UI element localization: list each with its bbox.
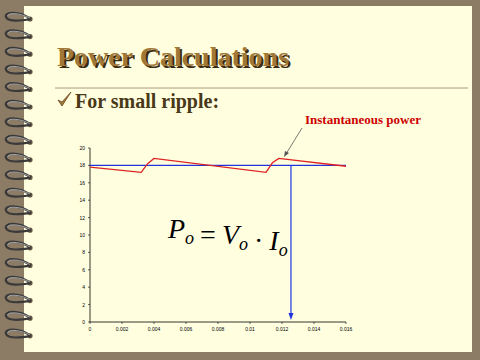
binding-ring-highlight [8, 84, 30, 88]
binding-ring-highlight [8, 49, 30, 53]
binding-ring-highlight [8, 207, 30, 211]
x-tick [346, 322, 347, 324]
binding-ring [6, 118, 31, 126]
binding-ring-highlight [8, 260, 30, 264]
x-tick-label: 0.01 [245, 326, 255, 332]
title: Power Calculations [57, 41, 289, 72]
annotation-arrow [286, 128, 302, 154]
y-tick-label: 14 [79, 197, 85, 203]
x-tick [90, 322, 91, 324]
binding-ring-highlight [8, 190, 30, 194]
y-tick [88, 217, 90, 218]
y-tick [88, 252, 90, 253]
binding-ring [6, 206, 31, 214]
x-tick-label: 0.012 [276, 326, 289, 332]
binding-ring [6, 101, 31, 109]
binding-ring [6, 48, 31, 56]
binding-ring-highlight [8, 330, 30, 334]
x-tick [218, 322, 219, 324]
pointer-arrowhead [288, 313, 293, 320]
y-tick-label: 8 [82, 249, 85, 255]
binding-ring-highlight [8, 295, 30, 299]
x-tick-label: 0.004 [148, 326, 161, 332]
x-tick [154, 322, 155, 324]
formula-subscript: o [279, 240, 288, 260]
x-tick-label: 0.014 [308, 326, 321, 332]
formula-part: = [200, 219, 216, 250]
y-tick-label: 2 [82, 302, 85, 308]
binding-ring [6, 259, 31, 267]
y-tick [88, 165, 90, 166]
binding-ring-highlight [8, 225, 30, 229]
y-tick-label: 16 [79, 180, 85, 186]
binding-ring [6, 13, 31, 21]
binding-ring-highlight [8, 278, 30, 282]
y-tick [88, 200, 90, 201]
binding-ring-highlight [8, 14, 30, 18]
formula-part: · [254, 225, 263, 256]
x-tick-label: 0.016 [340, 326, 353, 332]
binding-ring [6, 312, 31, 320]
x-tick-label: 0.006 [180, 326, 193, 332]
x-tick-label: 0.002 [116, 326, 129, 332]
y-tick [88, 269, 90, 270]
frame [0, 0, 480, 360]
x-tick [186, 322, 187, 324]
binding-ring-highlight [8, 242, 30, 246]
binding-ring-highlight [8, 154, 30, 158]
checkmark [58, 92, 71, 106]
x-tick-label: 0 [89, 326, 92, 332]
binding-ring [6, 171, 31, 179]
binding-ring [6, 242, 31, 250]
y-tick [88, 182, 90, 183]
binding-ring-highlight [8, 119, 30, 123]
y-tick [88, 287, 90, 288]
pointer-arrow [290, 165, 291, 314]
y-tick-label: 6 [82, 267, 85, 273]
title-rule [55, 88, 468, 89]
binding-ring [6, 66, 31, 74]
binding-ring [6, 189, 31, 197]
binding-ring [6, 294, 31, 302]
y-tick [88, 304, 90, 305]
axes: 0 2 4 6 8 10 12 14 16 18 20 0 0.002 0.004 0.006 0.008 0.… [79, 145, 352, 332]
binding-ring-highlight [8, 313, 30, 317]
page [24, 6, 472, 352]
y-tick-label: 0 [82, 319, 85, 325]
y-tick-label: 20 [79, 145, 85, 151]
series-line [90, 158, 346, 172]
binding-ring [6, 30, 31, 38]
binding-ring [6, 136, 31, 144]
binding-ring [6, 154, 31, 162]
x-tick [122, 322, 123, 324]
binding-ring-highlight [8, 137, 30, 141]
x-tick-label: 0.008 [212, 326, 225, 332]
binding-ring [6, 277, 31, 285]
bullet-text: For small ripple: [75, 90, 219, 113]
binding-ring-highlight [8, 31, 30, 35]
y-tick-label: 4 [82, 284, 85, 290]
binding-ring [6, 83, 31, 91]
x-tick [282, 322, 283, 324]
annotation-arrowhead [284, 151, 289, 157]
binding-ring-highlight [8, 172, 30, 176]
y-tick-label: 10 [79, 232, 85, 238]
formula-part: P [167, 213, 185, 244]
binding-ring-highlight [8, 102, 30, 106]
y-tick [88, 235, 90, 236]
x-tick [250, 322, 251, 324]
x-tick [314, 322, 315, 324]
y-tick [88, 148, 90, 149]
y-tick-label: 12 [79, 215, 85, 221]
formula-subscript: o [185, 228, 194, 248]
annotation: Instantaneous power [305, 112, 421, 127]
formula: Po=Vo·Io [167, 213, 288, 260]
binding-ring [6, 224, 31, 232]
y-tick-label: 18 [79, 162, 85, 168]
binding-ring-highlight [8, 66, 30, 70]
plot-marks [90, 158, 346, 172]
formula-subscript: o [239, 234, 248, 254]
slide: Power CalculationsPower CalculationsFor … [0, 0, 480, 360]
binding-ring [6, 330, 31, 338]
